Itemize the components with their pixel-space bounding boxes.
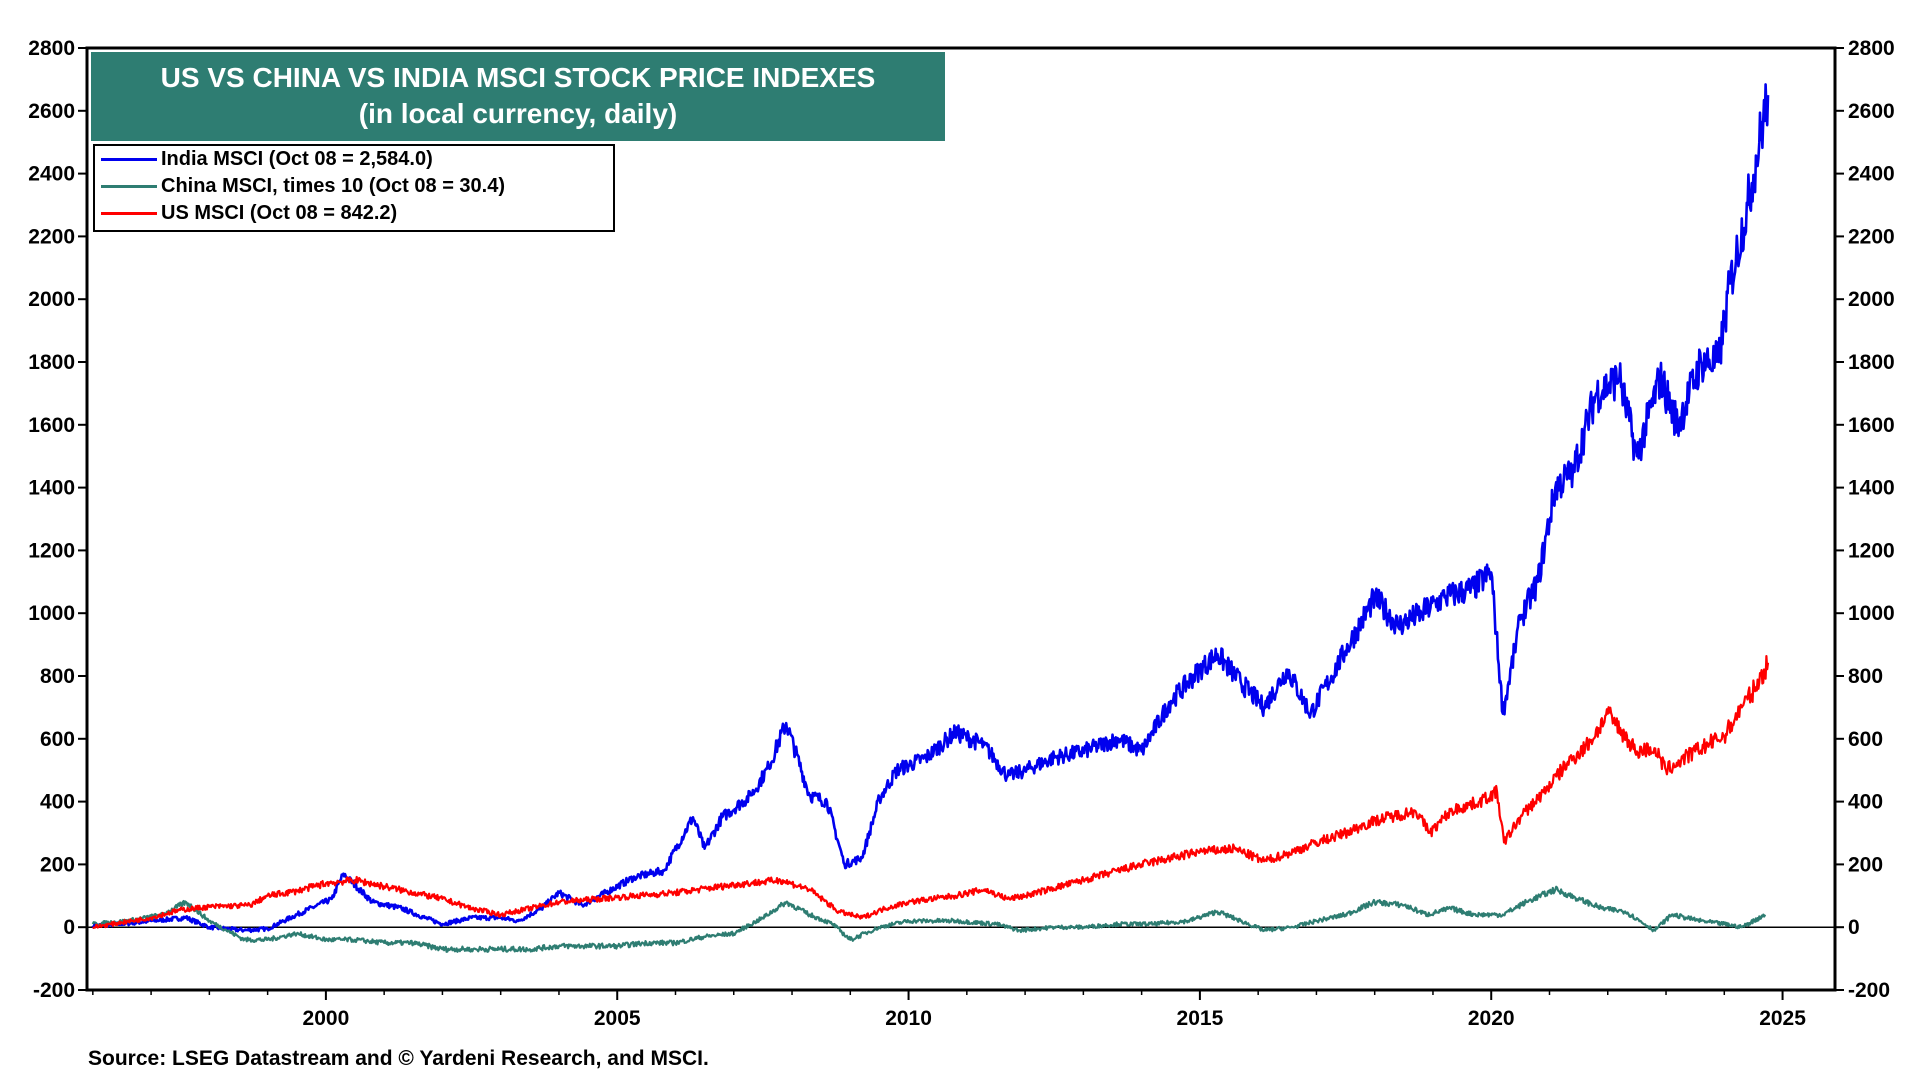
legend-swatch-us [101, 212, 157, 215]
y-tick-label-left: 2000 [28, 288, 75, 311]
y-tick-label-right: 1800 [1848, 351, 1895, 374]
legend: India MSCI (Oct 08 = 2,584.0) China MSCI… [93, 144, 615, 232]
y-tick-label-right: 1600 [1848, 414, 1895, 437]
y-tick-label-right: 0 [1848, 916, 1860, 939]
series-line-us [92, 655, 1770, 929]
y-tick-label-left: 2400 [28, 163, 75, 186]
y-tick-label-left: 2600 [28, 100, 75, 123]
tick-layer: -200 -200 0 0 200 200 400 400 600 600 800 800 1000 10… [28, 37, 1894, 1030]
chart-title: US VS CHINA VS INDIA MSCI STOCK PRICE IN… [160, 62, 876, 93]
legend-item-china: China MSCI, times 10 (Oct 08 = 30.4) [95, 173, 613, 200]
x-tick-label: 2020 [1468, 1007, 1515, 1030]
chart-title-box: US VS CHINA VS INDIA MSCI STOCK PRICE IN… [91, 52, 945, 141]
y-tick-label-left: 1200 [28, 539, 75, 562]
y-tick-label-right: 600 [1848, 728, 1883, 751]
y-tick-label-right: 2200 [1848, 225, 1895, 248]
y-tick-label-left: 1600 [28, 414, 75, 437]
y-tick-label-left: 800 [40, 665, 75, 688]
x-tick-label: 2025 [1759, 1007, 1806, 1030]
y-tick-label-left: 2800 [28, 37, 75, 60]
x-tick-label: 2015 [1177, 1007, 1224, 1030]
series-layer [91, 83, 1770, 953]
legend-item-us: US MSCI (Oct 08 = 842.2) [95, 200, 613, 227]
y-tick-label-left: -200 [33, 979, 75, 1002]
y-tick-label-right: 200 [1848, 853, 1883, 876]
x-tick-label: 2005 [594, 1007, 641, 1030]
y-tick-label-left: 1000 [28, 602, 75, 625]
series-line-china [91, 885, 1767, 953]
y-tick-label-right: 2800 [1848, 37, 1895, 60]
y-tick-label-right: 2400 [1848, 163, 1895, 186]
chart-subtitle: (in local currency, daily) [358, 98, 678, 129]
y-tick-label-left: 2200 [28, 225, 75, 248]
y-tick-label-right: 400 [1848, 791, 1883, 814]
legend-label-us: US MSCI (Oct 08 = 842.2) [161, 202, 398, 224]
series-line-india [91, 83, 1770, 934]
y-tick-label-left: 0 [63, 916, 75, 939]
y-tick-label-left: 200 [40, 853, 75, 876]
y-tick-label-left: 400 [40, 791, 75, 814]
y-tick-label-right: 1200 [1848, 539, 1895, 562]
y-tick-label-right: 2600 [1848, 100, 1895, 123]
x-tick-label: 2010 [885, 1007, 932, 1030]
y-tick-label-left: 1800 [28, 351, 75, 374]
y-tick-label-right: 2000 [1848, 288, 1895, 311]
legend-label-india: India MSCI (Oct 08 = 2,584.0) [161, 148, 433, 170]
source-note: Source: LSEG Datastream and © Yardeni Re… [88, 1047, 709, 1070]
y-tick-label-right: -200 [1848, 979, 1890, 1002]
y-tick-label-left: 600 [40, 728, 75, 751]
y-tick-label-right: 1400 [1848, 477, 1895, 500]
x-tick-label: 2000 [303, 1007, 350, 1030]
y-tick-label-right: 1000 [1848, 602, 1895, 625]
y-tick-label-right: 800 [1848, 665, 1883, 688]
legend-label-china: China MSCI, times 10 (Oct 08 = 30.4) [161, 175, 506, 197]
legend-item-india: India MSCI (Oct 08 = 2,584.0) [95, 146, 613, 173]
legend-swatch-china [101, 185, 157, 188]
y-tick-label-left: 1400 [28, 477, 75, 500]
legend-swatch-india [101, 158, 157, 161]
